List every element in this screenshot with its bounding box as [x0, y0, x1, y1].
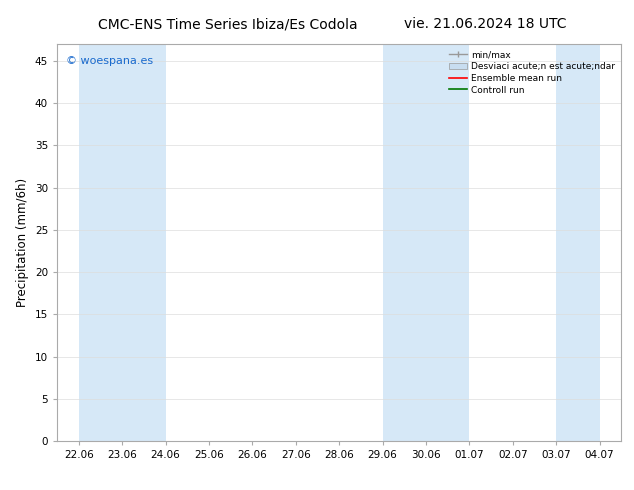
Text: CMC-ENS Time Series Ibiza/Es Codola: CMC-ENS Time Series Ibiza/Es Codola — [98, 17, 358, 31]
Bar — [556, 44, 600, 441]
Legend: min/max, Desviaci acute;n est acute;ndar, Ensemble mean run, Controll run: min/max, Desviaci acute;n est acute;ndar… — [446, 47, 619, 98]
Bar — [122, 44, 165, 441]
Bar — [382, 44, 426, 441]
Text: © woespana.es: © woespana.es — [65, 56, 153, 66]
Bar — [426, 44, 469, 441]
Y-axis label: Precipitation (mm/6h): Precipitation (mm/6h) — [16, 178, 29, 307]
Text: vie. 21.06.2024 18 UTC: vie. 21.06.2024 18 UTC — [404, 17, 566, 31]
Bar — [79, 44, 122, 441]
